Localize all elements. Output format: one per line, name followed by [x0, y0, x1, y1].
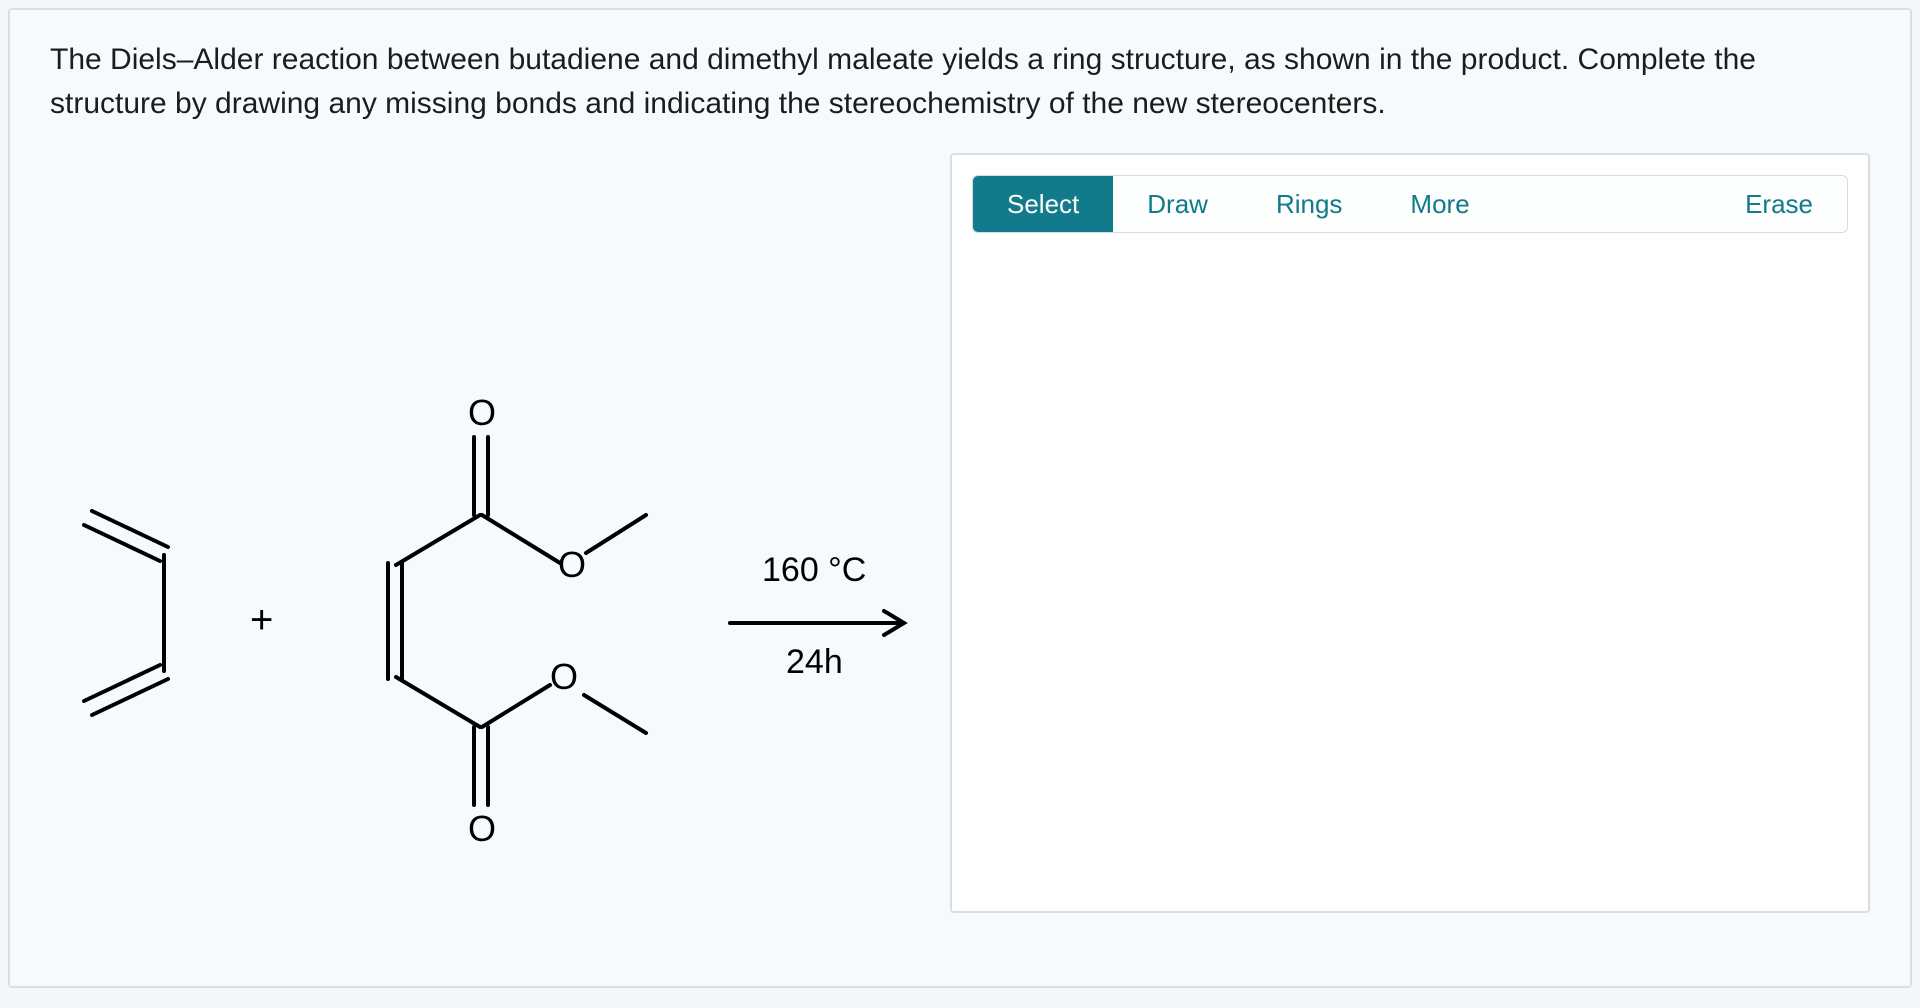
atom-o-top-ether: O	[558, 544, 586, 585]
plus-label: +	[250, 598, 273, 642]
question-panel: The Diels–Alder reaction between butadie…	[8, 8, 1912, 988]
reaction-area: +	[50, 153, 950, 913]
more-tool[interactable]: More	[1376, 176, 1503, 232]
erase-tool[interactable]: Erase	[1711, 176, 1847, 232]
content-row: +	[50, 153, 1870, 913]
question-text: The Diels–Alder reaction between butadie…	[50, 38, 1870, 125]
rings-tool[interactable]: Rings	[1242, 176, 1376, 232]
editor-toolbar: Select Draw Rings More Erase	[972, 175, 1848, 233]
draw-tool[interactable]: Draw	[1113, 176, 1242, 232]
select-tool[interactable]: Select	[973, 176, 1113, 232]
temperature-label: 160 °C	[762, 551, 866, 589]
drawing-canvas[interactable]	[972, 243, 1848, 891]
atom-o-bottom-ether: O	[550, 656, 578, 697]
toolbar-spacer	[1504, 176, 1711, 232]
reaction-diagram: +	[50, 373, 930, 893]
structure-editor: Select Draw Rings More Erase	[950, 153, 1870, 913]
atom-o-top-carbonyl: O	[468, 392, 496, 433]
time-label: 24h	[786, 643, 843, 681]
atom-o-bottom-carbonyl: O	[468, 808, 496, 849]
